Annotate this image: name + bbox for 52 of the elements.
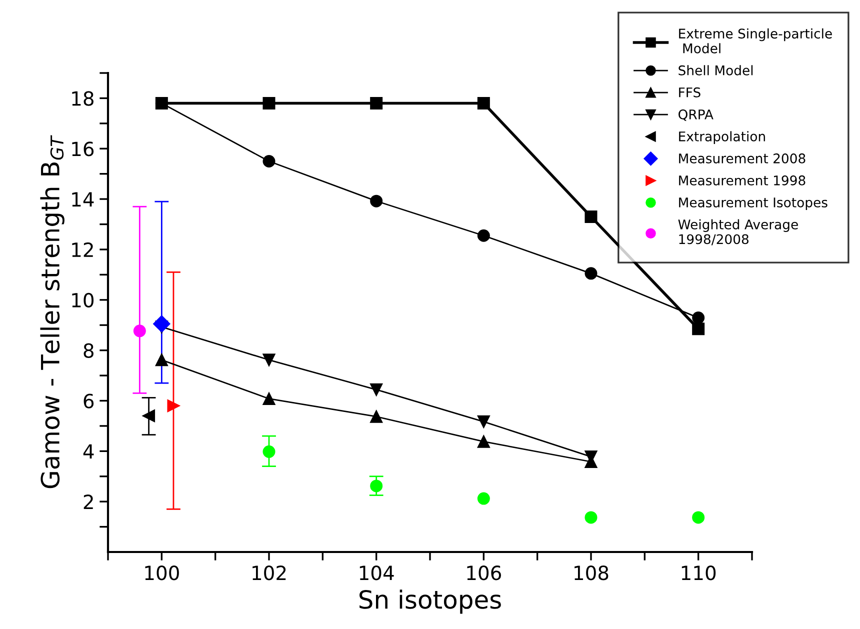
point	[477, 435, 490, 448]
point	[167, 400, 180, 412]
point	[262, 445, 276, 458]
point	[584, 210, 598, 223]
legend-label: Measurement Isotopes	[679, 198, 828, 210]
x-tick-label: 104	[360, 566, 394, 580]
legend-label: Measurement 1998	[679, 175, 806, 186]
x-tick-label: 108	[574, 566, 608, 580]
legend-label: Measurement 2008	[679, 153, 806, 164]
point	[477, 492, 490, 505]
point	[692, 312, 705, 324]
point	[142, 410, 156, 422]
point	[262, 354, 276, 366]
y-tick-label: 16	[72, 142, 94, 156]
x-axis-title: Sn isotopes	[360, 590, 501, 614]
x-tick-label: 100	[145, 566, 179, 580]
x-tick-label: 110	[682, 566, 716, 580]
point	[262, 97, 276, 110]
point	[370, 383, 383, 396]
point	[370, 410, 383, 423]
x-tick-label: 106	[467, 566, 501, 580]
point	[692, 322, 705, 336]
y-tick-label: 10	[72, 292, 94, 308]
point	[584, 511, 598, 524]
y-tick-label: 14	[72, 192, 94, 206]
point	[262, 392, 276, 405]
legend-label: QRPA	[678, 109, 714, 121]
y-tick-label: 2	[84, 494, 93, 509]
y-tick-label: 6	[84, 394, 94, 408]
point	[370, 480, 383, 492]
point	[584, 267, 598, 280]
point	[153, 315, 170, 332]
point	[370, 194, 383, 208]
legend-label: FFS	[679, 87, 700, 98]
y-axis-title: Gamow - Teller strength B$_{GT}$	[40, 135, 64, 488]
legend-label: Extreme Single-particle Model	[679, 28, 832, 54]
point	[477, 97, 490, 110]
point	[692, 511, 705, 524]
legend-label: Extrapolation	[679, 131, 765, 144]
point	[133, 324, 146, 338]
point	[477, 229, 490, 242]
point	[262, 154, 276, 168]
y-tick-label: 4	[83, 444, 94, 459]
x-tick-label: 102	[252, 566, 286, 580]
legend-label: Weighted Average 1998/2008	[678, 219, 798, 246]
y-tick-label: 12	[72, 242, 93, 257]
y-tick-label: 8	[84, 343, 94, 358]
legend-label: Shell Model	[678, 65, 753, 76]
point	[155, 354, 168, 366]
y-tick-label: 18	[72, 91, 94, 106]
point	[477, 415, 490, 428]
point	[370, 97, 383, 110]
